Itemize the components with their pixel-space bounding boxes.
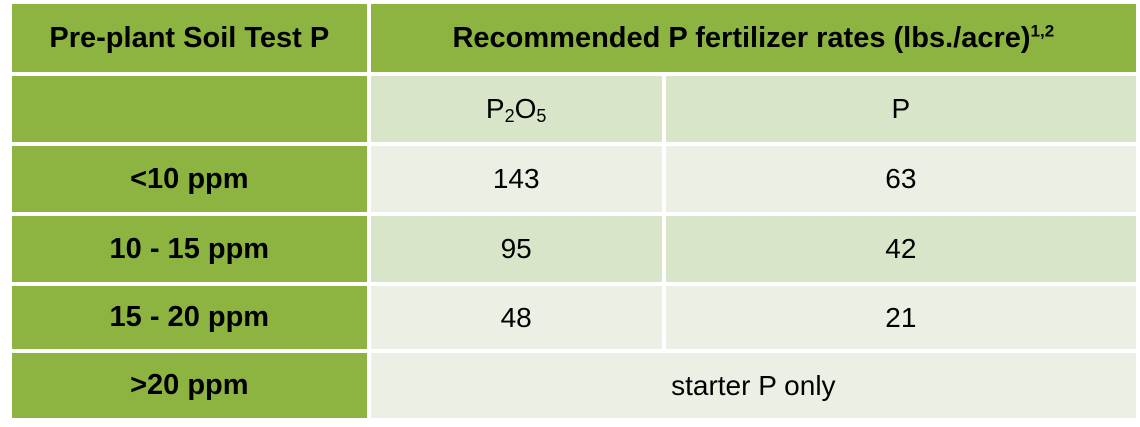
subheader-empty-cell [8,72,371,146]
p2o5-p: P [485,93,505,124]
table-row: 10 - 15 ppm 95 42 [8,212,1140,286]
header-soil-test-label: Pre-plant Soil Test P [49,21,330,54]
subheader-p2o5: P2O5 [366,72,666,146]
cell-p2o5: 143 [366,142,666,216]
table-row: 15 - 20 ppm 48 21 [8,282,1140,353]
header-soil-test: Pre-plant Soil Test P [8,0,371,76]
cell-p: 63 [661,142,1140,216]
row-label: 15 - 20 ppm [8,282,371,353]
table-row: <10 ppm 143 63 [8,142,1140,216]
header-rates-label: Recommended P fertilizer rates (lbs./acr… [452,21,1031,54]
subheader-p: P [661,72,1140,146]
p2o5-sub-5: 5 [536,106,547,126]
cell-p: 21 [661,282,1140,353]
p2o5-sub-2: 2 [504,106,515,126]
header-footnote-marker: 1,2 [1030,20,1055,40]
cell-p2o5: 95 [366,212,666,286]
cell-p2o5: 48 [366,282,666,353]
table-row: >20 ppm starter P only [8,349,1140,422]
header-recommended-rates: Recommended P fertilizer rates (lbs./acr… [366,0,1140,76]
row-label: 10 - 15 ppm [8,212,371,286]
p2o5-o: O [514,93,537,124]
fertilizer-table: Pre-plant Soil Test P Recommended P fert… [8,0,1140,422]
row-label: <10 ppm [8,142,371,216]
table-header-row: Pre-plant Soil Test P Recommended P fert… [8,0,1140,76]
table-subheader-row: P2O5 P [8,72,1140,146]
cell-merged-starter: starter P only [366,349,1140,422]
cell-p: 42 [661,212,1140,286]
row-label: >20 ppm [8,349,371,422]
subheader-p-label: P [891,93,911,124]
